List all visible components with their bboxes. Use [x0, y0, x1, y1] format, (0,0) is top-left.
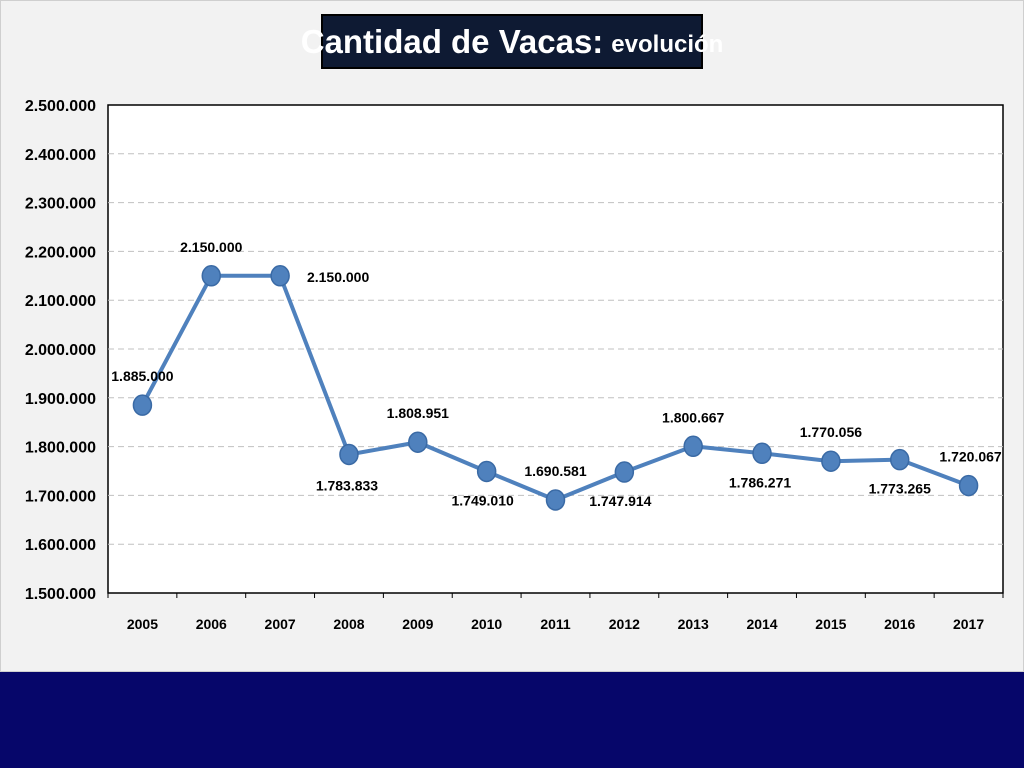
data-point [683, 435, 703, 458]
x-tick-label: 2011 [540, 616, 571, 632]
y-tick-label: 1.900.000 [25, 391, 96, 408]
data-point [339, 443, 359, 466]
footer-band [0, 672, 1024, 768]
x-tick-label: 2016 [884, 616, 915, 632]
y-tick-label: 1.700.000 [25, 488, 96, 505]
y-tick-label: 2.300.000 [25, 196, 96, 213]
data-point [889, 448, 910, 471]
x-tick-label: 2008 [333, 616, 364, 632]
x-tick-label: 2012 [609, 616, 640, 632]
data-point [408, 431, 428, 453]
data-label: 1.749.010 [452, 492, 514, 508]
y-tick-label: 2.000.000 [25, 342, 96, 359]
x-tick-label: 2015 [815, 616, 846, 632]
data-point [476, 460, 497, 483]
data-label: 1.808.951 [387, 405, 449, 421]
x-tick-label: 2017 [953, 616, 984, 632]
data-label: 2.150.000 [180, 239, 242, 255]
chart-title-main: Cantidad de Vacas: [300, 22, 604, 60]
x-tick-label: 2013 [678, 616, 709, 632]
x-tick-label: 2006 [196, 616, 227, 632]
data-label: 1.690.581 [524, 463, 586, 479]
data-label: 1.786.271 [729, 474, 791, 490]
x-tick-label: 2009 [402, 616, 433, 632]
y-tick-label: 1.800.000 [25, 440, 96, 457]
data-label: 1.747.914 [589, 493, 651, 509]
data-point [545, 489, 566, 511]
x-tick-label: 2014 [746, 616, 777, 632]
y-tick-label: 1.600.000 [25, 537, 96, 554]
data-label: 1.783.833 [316, 477, 378, 493]
chart-title-sub: evolución [611, 30, 724, 58]
chart-title: Cantidad de Vacas: evolución [301, 14, 723, 69]
y-tick-label: 2.100.000 [25, 293, 96, 310]
data-label: 1.720.067 [939, 449, 1001, 465]
data-point [752, 442, 772, 465]
data-label: 1.800.667 [662, 409, 724, 425]
data-point [132, 394, 153, 416]
data-point [614, 461, 635, 483]
data-point [270, 265, 290, 287]
data-point [821, 450, 841, 472]
x-tick-label: 2007 [265, 616, 296, 632]
y-tick-label: 2.500.000 [25, 98, 96, 115]
y-tick-label: 2.200.000 [25, 244, 96, 261]
y-tick-label: 2.400.000 [25, 147, 96, 164]
x-tick-label: 2005 [127, 616, 158, 632]
line-chart: 1.500.000 1.600.000 1.700.000 1.800.000 1.90… [25, 98, 1004, 632]
x-tick-label: 2010 [471, 616, 502, 632]
data-label: 1.773.265 [869, 481, 931, 497]
data-label: 1.885.000 [111, 368, 173, 384]
data-point [201, 265, 222, 287]
y-tick-label: 1.500.000 [25, 586, 96, 603]
data-label: 1.770.056 [800, 424, 862, 440]
data-label: 2.150.000 [307, 269, 369, 285]
data-point [958, 474, 979, 497]
